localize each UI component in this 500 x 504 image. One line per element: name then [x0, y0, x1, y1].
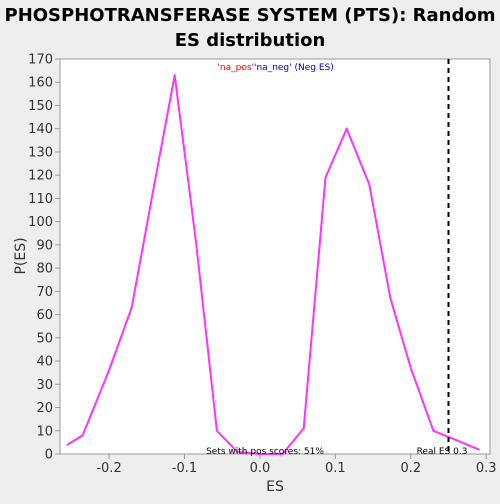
y-tick-label: 120 [28, 169, 53, 184]
y-tick-label: 170 [28, 53, 53, 68]
y-tick-label: 130 [28, 145, 53, 160]
data-point [432, 429, 435, 432]
data-point [455, 439, 458, 442]
data-point [81, 434, 84, 437]
y-tick-label: 40 [36, 355, 53, 370]
y-tick-label: 60 [36, 308, 53, 323]
legend-pos-label: 'na_pos' [217, 63, 254, 73]
data-point [215, 429, 218, 432]
y-tick-label: 140 [28, 122, 53, 137]
y-axis-label: P(ES) [13, 237, 29, 274]
data-point [153, 183, 156, 186]
chart-title-line2: ES distribution [175, 30, 326, 51]
data-point [173, 74, 176, 77]
series-group [66, 74, 480, 455]
chart-title-line1: PHOSPHOTRANSFERASE SYSTEM (PTS): Random [5, 5, 496, 26]
data-point [194, 239, 197, 242]
x-tick-label: 0.1 [325, 461, 346, 476]
y-tick-label: 80 [36, 262, 53, 277]
y-tick-label: 100 [28, 215, 53, 230]
data-point [281, 453, 284, 455]
x-tick-label: 0.3 [476, 461, 497, 476]
y-tick-label: 150 [28, 99, 53, 114]
y-tick-label: 20 [36, 401, 53, 416]
data-point [66, 443, 69, 446]
x-tick-label: 0.0 [250, 461, 271, 476]
es-distribution-line [66, 74, 480, 455]
y-tick-label: 0 [45, 448, 53, 463]
data-point [236, 450, 239, 453]
data-point [368, 183, 371, 186]
data-point [258, 453, 261, 455]
x-axis-label: ES [266, 479, 284, 495]
data-point [324, 176, 327, 179]
data-point [302, 427, 305, 430]
data-point [130, 306, 133, 309]
pos-scores-annotation: Sets with pos scores: 51% [206, 447, 324, 457]
y-tick-label: 10 [36, 424, 53, 439]
x-tick-label: 0.2 [400, 461, 421, 476]
data-point [409, 367, 412, 370]
plot-area [59, 58, 491, 455]
y-axis-ticks: 0 10 20 30 40 50 60 70 80 90 100 110 120 130 140 150 160… [28, 53, 60, 463]
y-tick-label: 110 [28, 192, 53, 207]
data-point [477, 448, 480, 451]
real-es-label: Real ES 0.3 [417, 447, 468, 457]
data-point [345, 127, 348, 130]
data-point [108, 369, 111, 372]
y-tick-label: 30 [36, 378, 53, 393]
data-point [389, 297, 392, 300]
y-tick-label: 90 [36, 238, 53, 253]
legend-neg-label: 'na_neg' (Neg ES) [254, 63, 334, 73]
x-axis-ticks: -0.2 -0.1 0.0 0.1 0.2 0.3 [96, 454, 497, 476]
y-tick-label: 70 [36, 285, 53, 300]
x-tick-label: -0.2 [96, 461, 121, 476]
y-tick-label: 50 [36, 331, 53, 346]
x-tick-label: -0.1 [172, 461, 197, 476]
y-tick-label: 160 [28, 76, 53, 91]
